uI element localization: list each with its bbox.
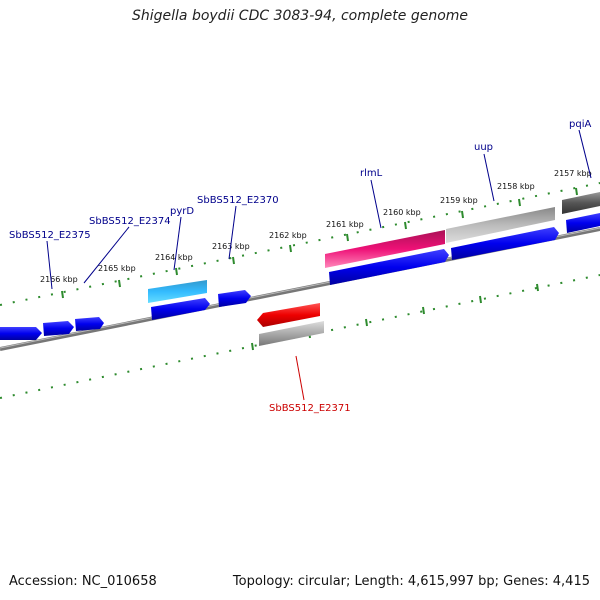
gene-feature[interactable] bbox=[329, 249, 449, 285]
gene-feature[interactable] bbox=[259, 321, 324, 346]
kbp-label: 2159 kbp bbox=[440, 196, 478, 205]
map-title: Shigella boydii CDC 3083-94, complete ge… bbox=[131, 8, 469, 24]
gene-label-pyrd[interactable]: pyrD bbox=[170, 206, 194, 217]
kbp-label: 2166 kbp bbox=[40, 275, 78, 284]
kbp-label: 2157 kbp bbox=[554, 169, 592, 178]
gene-feature[interactable] bbox=[43, 321, 74, 336]
gene-feature[interactable] bbox=[566, 213, 600, 233]
gene-label-rlml[interactable]: rlmL bbox=[360, 168, 383, 179]
gene-labels: SbBS512_E2375 SbBS512_E2374 pyrD SbBS512… bbox=[9, 119, 591, 414]
rlml-feature[interactable] bbox=[325, 230, 445, 268]
kbp-label: 2160 kbp bbox=[383, 208, 421, 217]
gene-label-sbbs512-e2371[interactable]: SbBS512_E2371 bbox=[269, 403, 351, 414]
sbbs512-e2371-feature[interactable] bbox=[257, 303, 320, 327]
gene-feature[interactable] bbox=[451, 227, 559, 260]
feature-track-reverse bbox=[257, 303, 324, 346]
kbp-label: 2164 kbp bbox=[155, 253, 193, 262]
gene-feature[interactable] bbox=[75, 317, 104, 331]
gene-label-sbbs512-e2374[interactable]: SbBS512_E2374 bbox=[89, 216, 171, 227]
label-leaders bbox=[46, 129, 592, 401]
gene-feature[interactable] bbox=[218, 290, 251, 307]
pqia-feature[interactable] bbox=[562, 192, 600, 214]
feature-track-forward bbox=[0, 192, 600, 340]
kbp-label: 2165 kbp bbox=[98, 264, 136, 273]
kbp-label: 2161 kbp bbox=[326, 220, 364, 229]
kbp-label: 2162 kbp bbox=[269, 231, 307, 240]
gene-label-pqia[interactable]: pqiA bbox=[569, 119, 591, 130]
gene-label-uup[interactable]: uup bbox=[474, 142, 493, 153]
gene-label-sbbs512-e2370[interactable]: SbBS512_E2370 bbox=[197, 195, 279, 206]
uup-feature[interactable] bbox=[446, 207, 555, 243]
gene-label-sbbs512-e2375[interactable]: SbBS512_E2375 bbox=[9, 230, 91, 241]
gene-feature[interactable] bbox=[151, 298, 210, 320]
topology-label: Topology: circular; Length: 4,615,997 bp… bbox=[232, 574, 590, 589]
pyrd-feature[interactable] bbox=[148, 280, 207, 303]
kbp-label: 2158 kbp bbox=[497, 182, 535, 191]
outer-major-ticks bbox=[61, 187, 578, 299]
accession-label: Accession: NC_010658 bbox=[9, 574, 157, 589]
gene-feature[interactable] bbox=[0, 327, 42, 340]
